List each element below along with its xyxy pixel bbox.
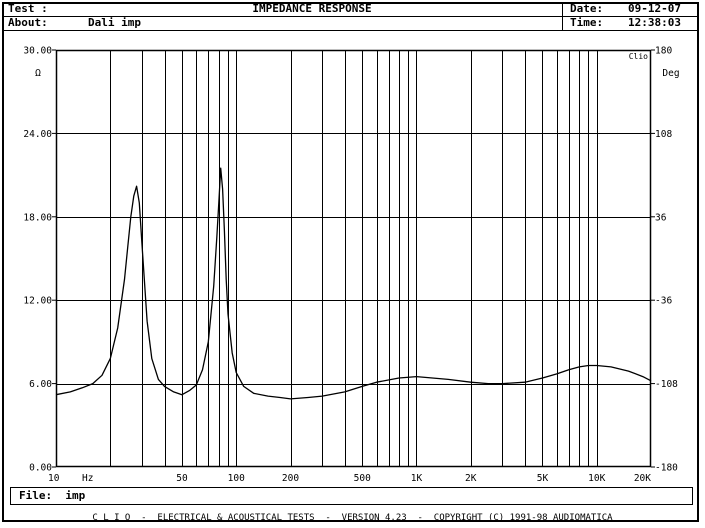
clio-badge: Clio [629,52,648,61]
footer-copyright: C L I O - ELECTRICAL & ACOUSTICAL TESTS … [92,513,613,523]
y2-tick-label: 108 [655,129,672,140]
x-tick-label: 5K [537,473,549,484]
y2-tick-label: 180 [655,46,672,57]
about-value: Dali imp [88,16,141,29]
chart-title: IMPEDANCE RESPONSE [252,2,372,15]
y-axis-label: Ω [35,68,41,79]
y-tick-label: 30.00 [23,46,52,57]
header-separator [562,2,563,30]
x-tick-label: 200 [282,473,299,484]
file-label: File: [19,489,53,502]
header-divider-1 [2,16,699,17]
y2-tick-label: -36 [655,296,672,307]
x-axis-unit-label: Hz [82,473,93,484]
y-tick-label: 18.00 [23,212,52,223]
date-value: 09-12-07 [628,2,681,15]
test-label: Test : [8,2,48,15]
time-label: Time: [570,16,604,29]
time-value: 12:38:03 [628,16,681,29]
header-divider-2 [2,30,699,31]
y-tick-label: 24.00 [23,129,52,140]
y2-axis-label: Deg [662,68,679,79]
y2-tick-label: -108 [655,379,678,390]
y2-tick-label: 36 [655,212,667,223]
impedance-curve [55,167,652,400]
date-label: Date: [570,2,604,15]
file-bar: File: imp [10,487,693,505]
x-tick-label: 500 [354,473,371,484]
y-tick-label: 6.00 [29,379,52,390]
x-tick-label: 50 [176,473,188,484]
window-frame [2,2,699,522]
x-tick-label: 2K [465,473,477,484]
header-row-2: About: Dali imp Time: 12:38:03 [2,16,699,30]
file-value: imp [65,489,86,502]
x-tick-label: 10K [588,473,605,484]
x-tick-label: 100 [228,473,245,484]
x-tick-label: 10 [48,473,60,484]
header-row-1: Test : IMPEDANCE RESPONSE Date: 09-12-07 [2,2,699,16]
x-tick-label: 1K [411,473,423,484]
plot-border [55,49,652,468]
about-label: About: [8,16,48,29]
y2-tick-label: -180 [655,463,678,474]
x-tick-label: 20K [634,473,651,484]
y-tick-label: 0.00 [29,463,52,474]
y-tick-label: 12.00 [23,296,52,307]
